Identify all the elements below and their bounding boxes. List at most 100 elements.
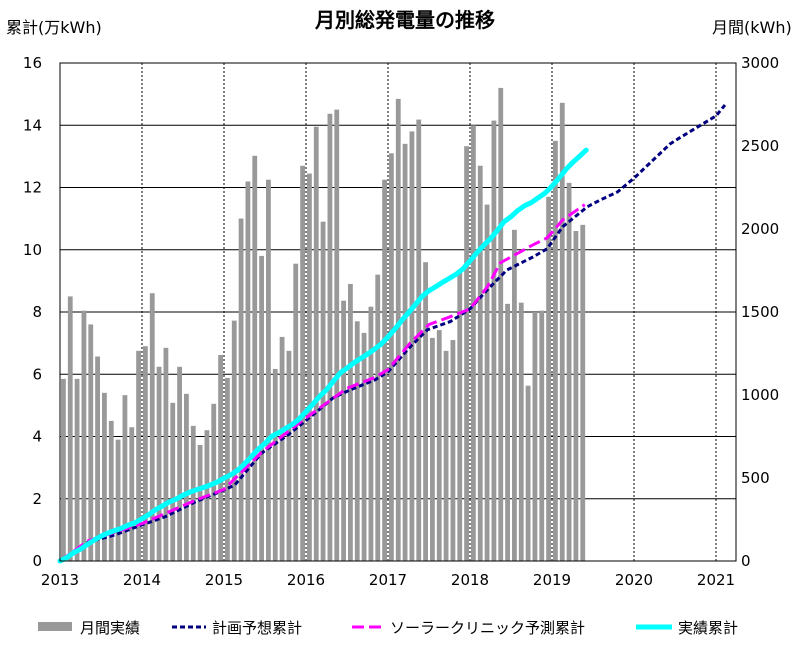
y-tick-right-label: 1500 <box>741 303 779 321</box>
y-tick-left-label: 2 <box>32 490 42 508</box>
bar-monthly <box>129 427 135 561</box>
bar-monthly <box>334 109 340 562</box>
bar-monthly <box>225 377 230 561</box>
bars <box>61 87 586 562</box>
bar-monthly <box>108 420 114 561</box>
y-axis-right-label: 月間(kWh) <box>712 18 792 37</box>
bar-monthly <box>580 224 586 561</box>
y-tick-right-label: 3000 <box>741 54 779 72</box>
bar-monthly <box>395 98 401 561</box>
bar-monthly <box>286 350 292 561</box>
bar-monthly <box>136 350 141 561</box>
x-tick-label: 2021 <box>697 571 735 589</box>
x-tick-label: 2014 <box>123 571 161 589</box>
bar-monthly <box>238 218 244 562</box>
bar-monthly <box>573 230 579 561</box>
bar-monthly <box>143 346 148 561</box>
bar-monthly <box>457 271 463 561</box>
bar-monthly <box>354 321 360 561</box>
bar-monthly <box>525 385 531 561</box>
y-tick-left-label: 8 <box>32 303 42 321</box>
legend-label-actual: 実績累計 <box>678 619 738 637</box>
x-tick-label: 2016 <box>287 571 325 589</box>
bar-monthly <box>149 293 155 561</box>
bar-monthly <box>327 113 333 562</box>
bar-monthly <box>532 312 538 561</box>
y-tick-right-label: 0 <box>741 552 751 570</box>
bar-monthly <box>95 356 100 561</box>
y-axis-left-label: 累計(万kWh) <box>6 18 102 37</box>
line-actual-cumulative <box>57 147 589 564</box>
bar-monthly <box>102 392 107 561</box>
bar-monthly <box>245 181 251 562</box>
bar-monthly <box>464 146 469 561</box>
bar-monthly <box>450 340 456 561</box>
bar-monthly <box>471 125 476 561</box>
bar-monthly <box>74 378 80 561</box>
y-tick-left-label: 10 <box>23 241 42 259</box>
bar-monthly <box>559 102 565 561</box>
x-tick-label: 2015 <box>205 571 243 589</box>
y-tick-left-label: 6 <box>32 365 42 383</box>
x-tick-label: 2018 <box>451 571 489 589</box>
bar-monthly <box>430 337 435 561</box>
bar-monthly <box>539 310 545 561</box>
x-tick-label: 2020 <box>615 571 653 589</box>
bar-monthly <box>341 300 346 561</box>
legend-label-monthly: 月間実績 <box>80 619 140 637</box>
legend-label-solar-clinic: ソーラークリニック予測累計 <box>390 619 585 637</box>
bar-monthly <box>177 366 182 561</box>
bar-monthly <box>81 310 87 561</box>
y-tick-left-label: 14 <box>23 116 42 134</box>
x-tick-label: 2019 <box>533 571 571 589</box>
bar-monthly <box>491 120 497 562</box>
bar-monthly <box>348 283 353 561</box>
bar-monthly <box>115 439 121 561</box>
y-tick-right-label: 500 <box>741 469 770 487</box>
bar-monthly <box>546 196 551 561</box>
bar-monthly <box>163 347 169 561</box>
bar-monthly <box>307 173 312 561</box>
bar-monthly <box>512 229 517 561</box>
x-tick-label: 2017 <box>369 571 407 589</box>
bar-monthly <box>443 350 449 561</box>
bar-monthly <box>368 306 374 561</box>
bar-monthly <box>293 263 299 561</box>
bar-monthly <box>279 336 285 561</box>
bar-monthly <box>300 165 305 561</box>
bar-monthly <box>231 320 237 561</box>
bar-monthly <box>566 182 572 562</box>
bar-monthly <box>122 395 128 561</box>
y-tick-right-label: 2000 <box>741 220 779 238</box>
bar-monthly <box>389 153 394 561</box>
y-tick-right-label: 1000 <box>741 386 779 404</box>
y-tick-left-label: 12 <box>23 179 42 197</box>
bar-monthly <box>477 165 483 561</box>
plot-frame <box>59 62 737 562</box>
legend: 月間実績 計画予想累計 ソーラークリニック予測累計 実績累計 <box>38 619 738 637</box>
bar-monthly <box>266 179 271 561</box>
y-tick-left-label: 0 <box>32 552 42 570</box>
legend-label-plan: 計画予想累計 <box>212 619 302 637</box>
bar-monthly <box>313 126 319 561</box>
bar-monthly <box>61 378 66 561</box>
bar-monthly <box>218 354 223 561</box>
bar-monthly <box>553 140 558 561</box>
bar-monthly <box>375 274 381 561</box>
y-tick-left-label: 4 <box>32 428 42 446</box>
legend-swatch-monthly <box>38 622 72 631</box>
y-tick-left-label: 16 <box>23 54 42 72</box>
bar-monthly <box>252 155 258 561</box>
lines <box>57 104 727 564</box>
bar-monthly <box>184 393 189 561</box>
bar-monthly <box>505 303 510 561</box>
bar-monthly <box>518 302 524 561</box>
bar-monthly <box>484 204 490 561</box>
bar-monthly <box>197 444 203 561</box>
line-solar-clinic-cumulative <box>59 203 586 563</box>
bar-monthly <box>170 402 176 561</box>
bar-monthly <box>272 368 278 561</box>
ticks: 0 2 4 6 8 10 12 14 16 0 500 1000 1500 2000 2500 3000 201… <box>23 54 779 589</box>
chart-title: 月別総発電量の推移 <box>314 8 495 32</box>
